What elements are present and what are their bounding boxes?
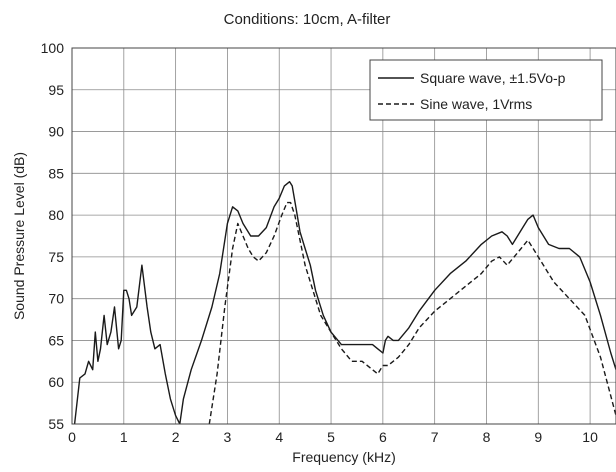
legend-label-sine-wave: Sine wave, 1Vrms bbox=[420, 96, 532, 112]
y-tick-label: 90 bbox=[48, 124, 64, 140]
legend-box bbox=[369, 59, 603, 121]
x-tick-label: 0 bbox=[68, 429, 76, 445]
x-axis-label: Frequency (kHz) bbox=[292, 449, 395, 465]
y-tick-label: 95 bbox=[48, 82, 64, 98]
y-tick-label: 55 bbox=[48, 416, 64, 432]
x-tick-label: 2 bbox=[172, 429, 180, 445]
series-lines bbox=[73, 180, 616, 424]
y-tick-label: 75 bbox=[48, 249, 64, 265]
x-tick-label: 4 bbox=[275, 429, 283, 445]
y-tick-label: 80 bbox=[48, 207, 64, 223]
x-tick-label: 7 bbox=[431, 429, 439, 445]
x-tick-label: 1 bbox=[120, 429, 128, 445]
x-tick-label: 5 bbox=[327, 429, 335, 445]
y-tick-label: 65 bbox=[48, 332, 64, 348]
y-tick-label: 85 bbox=[48, 165, 64, 181]
series-line-square-wave bbox=[73, 180, 616, 424]
plot-frame bbox=[71, 47, 616, 425]
y-tick-label: 70 bbox=[48, 291, 64, 307]
y-axis-label: Sound Pressure Level (dB) bbox=[11, 152, 27, 320]
x-tick-label: 8 bbox=[483, 429, 491, 445]
series-line-sine-wave bbox=[208, 201, 616, 424]
x-tick-label: 9 bbox=[534, 429, 542, 445]
legend: Square wave, ±1.5Vo-p Sine wave, 1Vrms bbox=[369, 59, 603, 121]
x-tick-label: 3 bbox=[224, 429, 232, 445]
tick-labels: 0 1 2 3 4 5 6 7 8 9 10 55 60 65 70 75 80 85 90 95 100 bbox=[41, 40, 598, 445]
y-tick-label: 60 bbox=[48, 374, 64, 390]
x-tick-label: 6 bbox=[379, 429, 387, 445]
legend-label-square-wave: Square wave, ±1.5Vo-p bbox=[420, 70, 566, 86]
x-tick-label: 10 bbox=[582, 429, 598, 445]
y-tick-label: 100 bbox=[41, 40, 65, 56]
chart-title: Conditions: 10cm, A-filter bbox=[224, 11, 391, 28]
